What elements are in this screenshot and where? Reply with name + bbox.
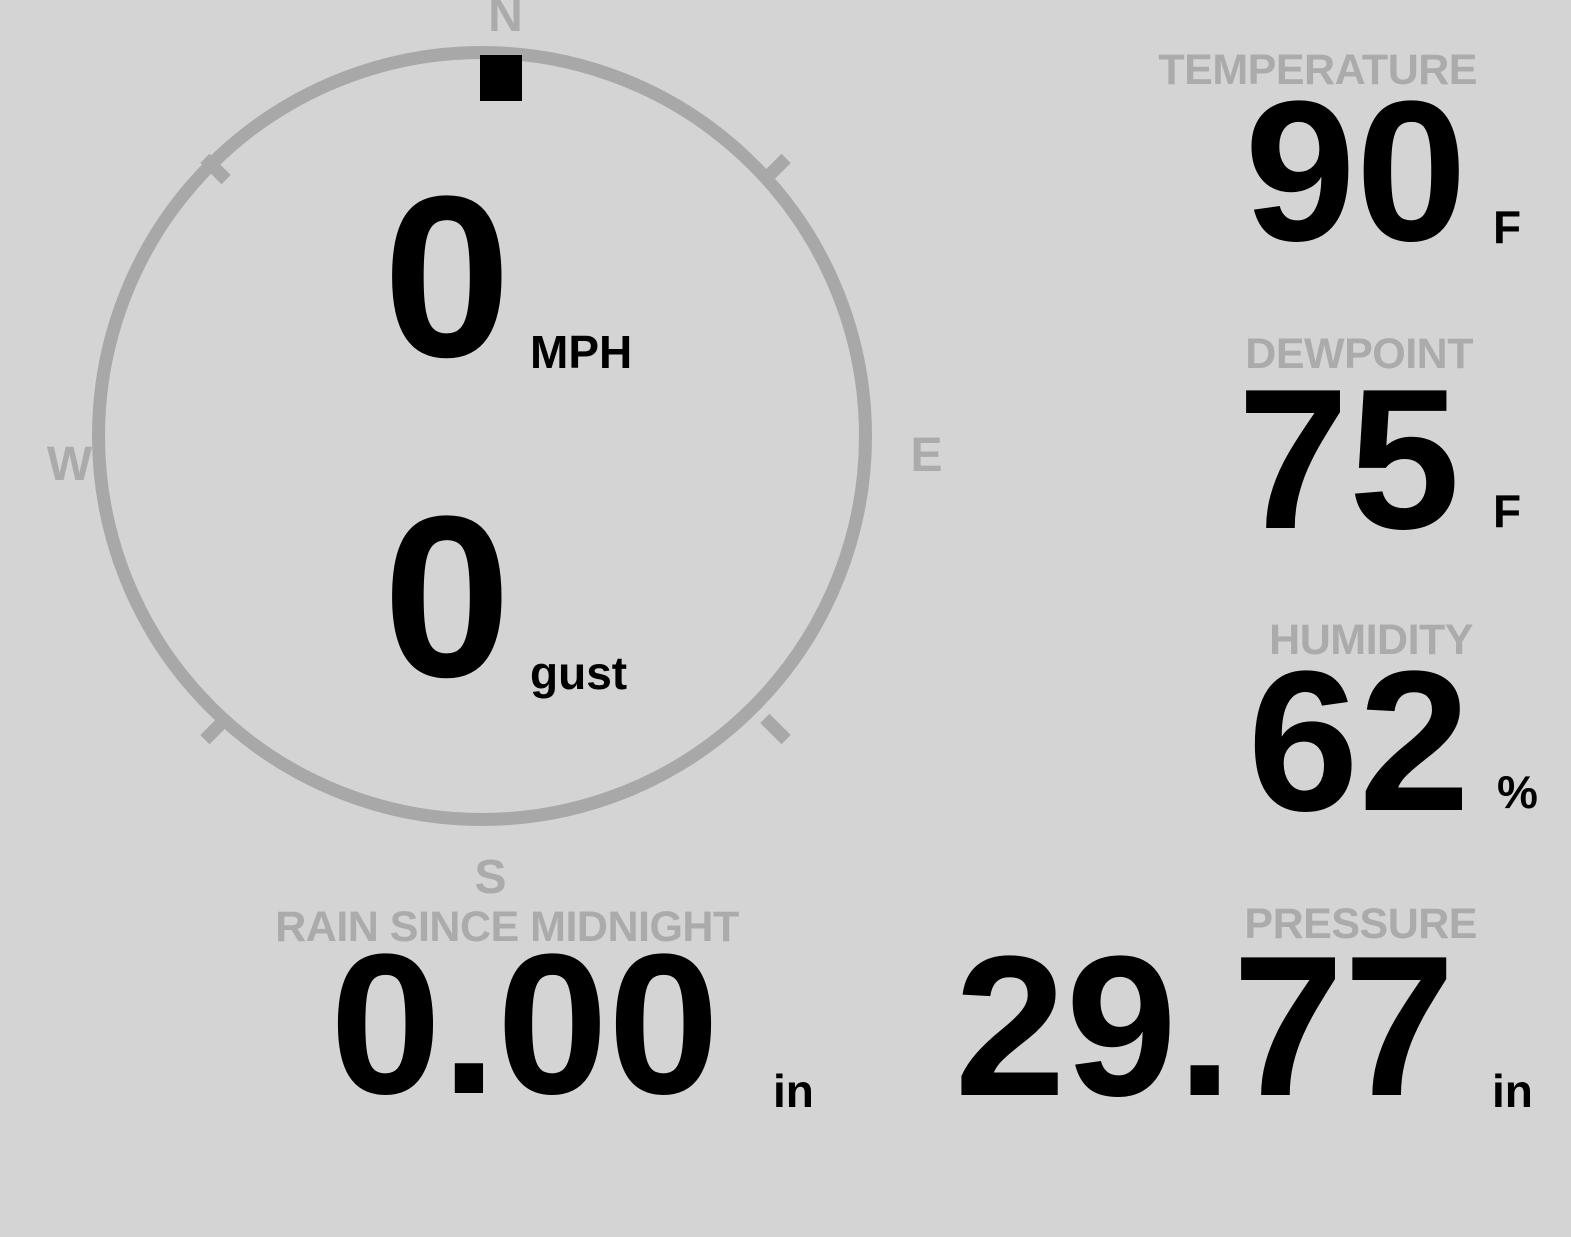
temperature-value: 90 — [1244, 60, 1467, 283]
humidity-value: 62 — [1247, 630, 1470, 853]
pressure-value: 29.77 — [954, 915, 1456, 1138]
compass-label-east: E — [910, 429, 942, 482]
wind-speed-value: 0 — [383, 148, 511, 405]
rain-unit: in — [773, 1065, 814, 1117]
compass-label-north: N — [488, 0, 523, 42]
compass-label-west: W — [46, 438, 92, 491]
rain-value: 0.00 — [330, 913, 720, 1136]
pressure-unit: in — [1492, 1065, 1533, 1117]
dewpoint-label: DEWPOINT — [1245, 330, 1473, 378]
pressure-label: PRESSURE — [1244, 900, 1477, 948]
temperature-unit: F — [1493, 201, 1522, 253]
wind-direction-indicator — [480, 55, 522, 101]
dewpoint-value: 75 — [1237, 348, 1460, 571]
humidity-label: HUMIDITY — [1269, 616, 1473, 664]
compass-tick-se — [759, 713, 791, 745]
wind-gust-unit: gust — [530, 647, 628, 699]
wind-speed-unit: MPH — [530, 326, 633, 378]
compass-label-south: S — [474, 851, 506, 904]
temperature-label: TEMPERATURE — [1158, 46, 1477, 94]
humidity-unit: % — [1497, 766, 1538, 818]
rain-label: RAIN SINCE MIDNIGHT — [275, 903, 739, 951]
dewpoint-unit: F — [1493, 485, 1522, 537]
wind-gust-value: 0 — [383, 468, 511, 725]
